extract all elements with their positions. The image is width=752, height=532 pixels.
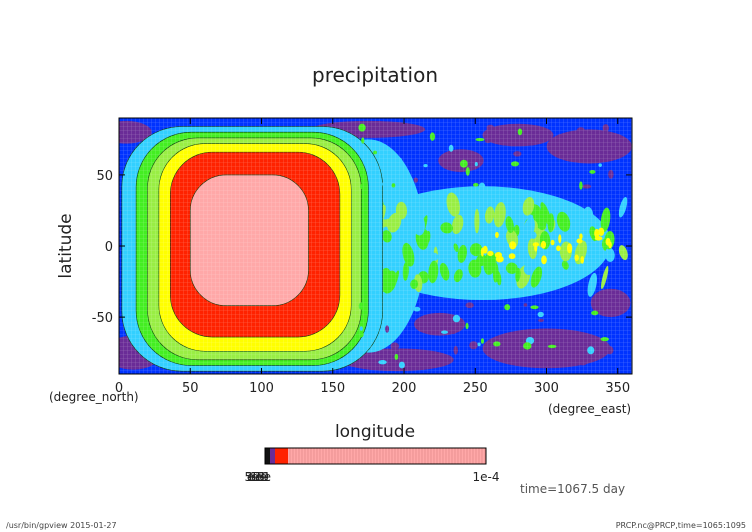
y-tick-label: -50 <box>92 311 113 326</box>
x-tick-label: 100 <box>249 381 274 396</box>
y-tick-label: 0 <box>105 240 113 255</box>
x-unit-label: (degree_east) <box>548 402 631 416</box>
x-axis: 0 50 100 150 200 250 300 350 <box>115 118 630 396</box>
x-tick-label: 50 <box>182 381 199 396</box>
x-tick-label: 350 <box>605 381 630 396</box>
x-axis-label: longitude <box>335 422 415 442</box>
colorbar: 1e-9 1e-8 1e-7 1e-6 1e-5 1e-4 <box>245 447 500 484</box>
time-annotation: time=1067.5 day <box>520 482 625 496</box>
y-tick-label: 50 <box>96 169 113 184</box>
footer-left: /usr/bin/gpview 2015-01-27 <box>6 521 117 530</box>
y-axis: -50 0 50 <box>92 169 632 326</box>
x-tick-label: 200 <box>392 381 417 396</box>
x-tick-label: 150 <box>320 381 345 396</box>
x-tick-label: 300 <box>534 381 559 396</box>
colorbar-left-labels: 1e-9 1e-8 1e-7 1e-6 1e-5 <box>245 472 271 481</box>
chart-title: precipitation <box>312 63 438 87</box>
plot-area <box>119 118 632 374</box>
footer-right: PRCP.nc@PRCP,time=1065:1095 <box>616 521 746 530</box>
colorbar-right-label: 1e-4 <box>473 470 500 484</box>
grid-overlay <box>119 118 632 374</box>
y-unit-label: (degree_north) <box>49 390 139 404</box>
x-tick-label: 250 <box>463 381 488 396</box>
y-axis-label: latitude <box>56 213 76 278</box>
x-tick-label: 0 <box>115 381 123 396</box>
